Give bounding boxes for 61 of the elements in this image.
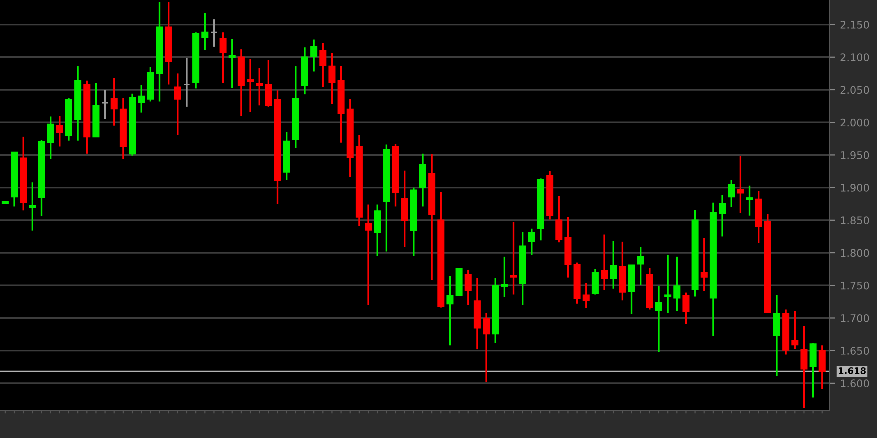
candlestick [528,228,536,256]
candlestick [700,237,708,292]
candlestick [601,234,608,292]
candlestick [220,32,227,84]
y-tick-label: 1.750 [841,282,870,290]
candlestick [501,256,508,298]
y-tick-label: 2.050 [840,86,870,94]
y-tick-label: 1.600 [841,380,870,388]
candlestick [256,68,264,106]
candlestick [674,256,681,312]
candlestick [102,89,109,120]
candlestick [210,18,218,48]
candlestick [737,156,744,214]
candlestick [556,195,563,244]
candlestick [446,276,454,346]
candlestick [810,342,817,399]
y-tick-label: 2.000 [840,118,870,127]
candlestick [664,254,672,314]
candlestick [655,285,662,353]
candlestick [320,42,327,88]
candlestick [328,52,336,106]
candlestick [792,310,799,350]
candlestick [592,268,599,296]
candlestick [56,115,64,148]
candlestick [310,38,318,73]
y-tick-label: 1.950 [841,151,870,160]
candlestick [800,325,808,410]
y-tick-label: 2.150 [840,21,870,29]
y-tick-label: 2.100 [840,54,870,62]
candlestick [746,185,754,217]
candlestick [138,84,146,114]
candlestick [818,344,826,390]
candlestick [682,292,690,325]
candlestick [265,59,272,108]
candlestick [110,77,118,127]
y-tick-label: 1.650 [841,347,870,355]
candlestick [610,240,618,290]
y-tick-label: 1.900 [841,184,870,192]
candlestick [464,269,472,306]
candlestick [719,194,726,238]
candlestick [202,12,209,52]
candlestick [47,116,54,160]
candlestick [183,57,190,108]
ref-line-label: 1.618 [838,368,866,374]
candlestick [228,38,236,89]
candlestick [365,204,372,306]
candlestick [637,246,644,286]
candlestick [510,222,518,296]
candlestick [773,294,781,378]
candlestick [174,72,182,136]
candlestick [483,312,490,383]
candlestick [401,170,408,248]
candlestick [247,58,254,113]
candlestick [419,153,426,208]
candlestick [582,282,590,310]
candlestick [29,182,36,232]
y-tick-label: 1.800 [841,249,870,258]
y-tick-label: 1.700 [841,314,870,322]
candlestick [374,204,382,258]
candlestick [728,179,736,208]
y-tick-label: 1.850 [841,216,870,225]
